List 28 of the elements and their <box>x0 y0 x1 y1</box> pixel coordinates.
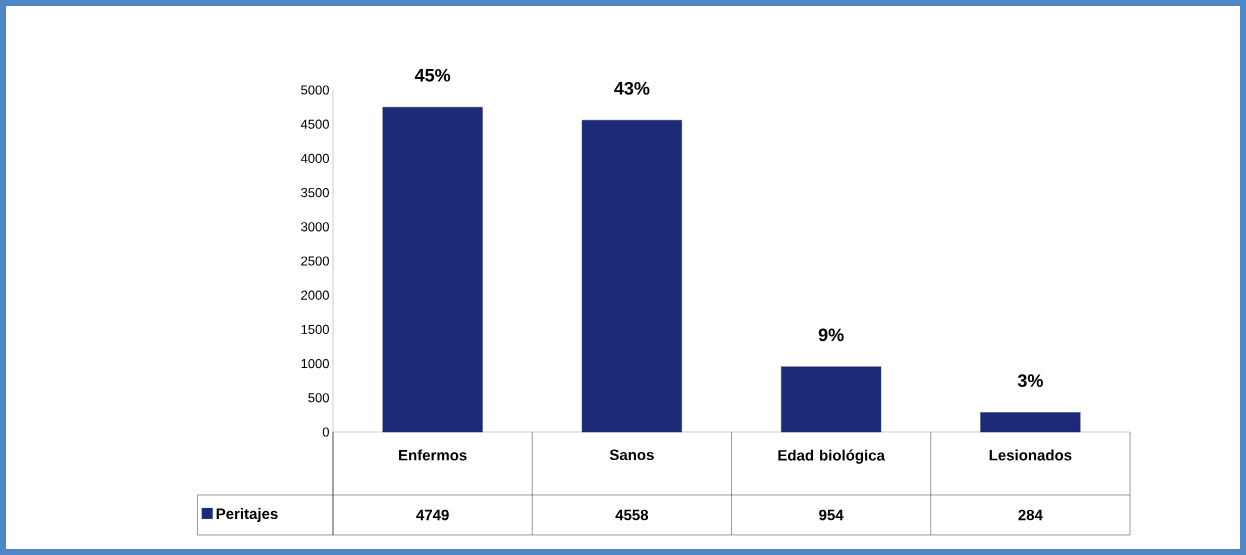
bar <box>382 106 483 433</box>
annotation: 43% <box>614 81 650 95</box>
annotation: 9% <box>818 328 844 342</box>
annotation: 3% <box>1017 374 1043 388</box>
x-tick-label: Sanos <box>609 449 654 461</box>
x-tick-label: Lesionados <box>989 449 1072 461</box>
data-label: 284 <box>1018 509 1043 521</box>
data-label: 954 <box>819 509 844 521</box>
data-label: 4749 <box>416 509 449 521</box>
bar <box>980 412 1081 433</box>
x-tick-label: Enfermos <box>399 449 467 461</box>
y-tick-label: 4500 <box>300 119 329 129</box>
y-tick-label: 3000 <box>301 222 329 232</box>
y-tick-label: 3500 <box>301 187 329 198</box>
y-tick-label: 5000 <box>301 85 329 95</box>
annotation: 45% <box>414 68 451 82</box>
y-tick-label: 1000 <box>301 358 329 369</box>
x-tick-label: Edad biológica <box>778 449 885 464</box>
bar <box>781 366 882 433</box>
y-tick-label: 4000 <box>300 153 329 163</box>
data-label: 4558 <box>615 509 649 521</box>
bar <box>581 120 682 433</box>
y-tick-label: 2000 <box>301 290 329 300</box>
y-tick-label: 0 <box>322 427 329 437</box>
y-tick-label: 2500 <box>301 256 329 266</box>
y-tick-label: 500 <box>308 393 329 403</box>
legend-label: Peritajes <box>216 508 278 523</box>
y-tick-label: 1500 <box>301 324 329 334</box>
